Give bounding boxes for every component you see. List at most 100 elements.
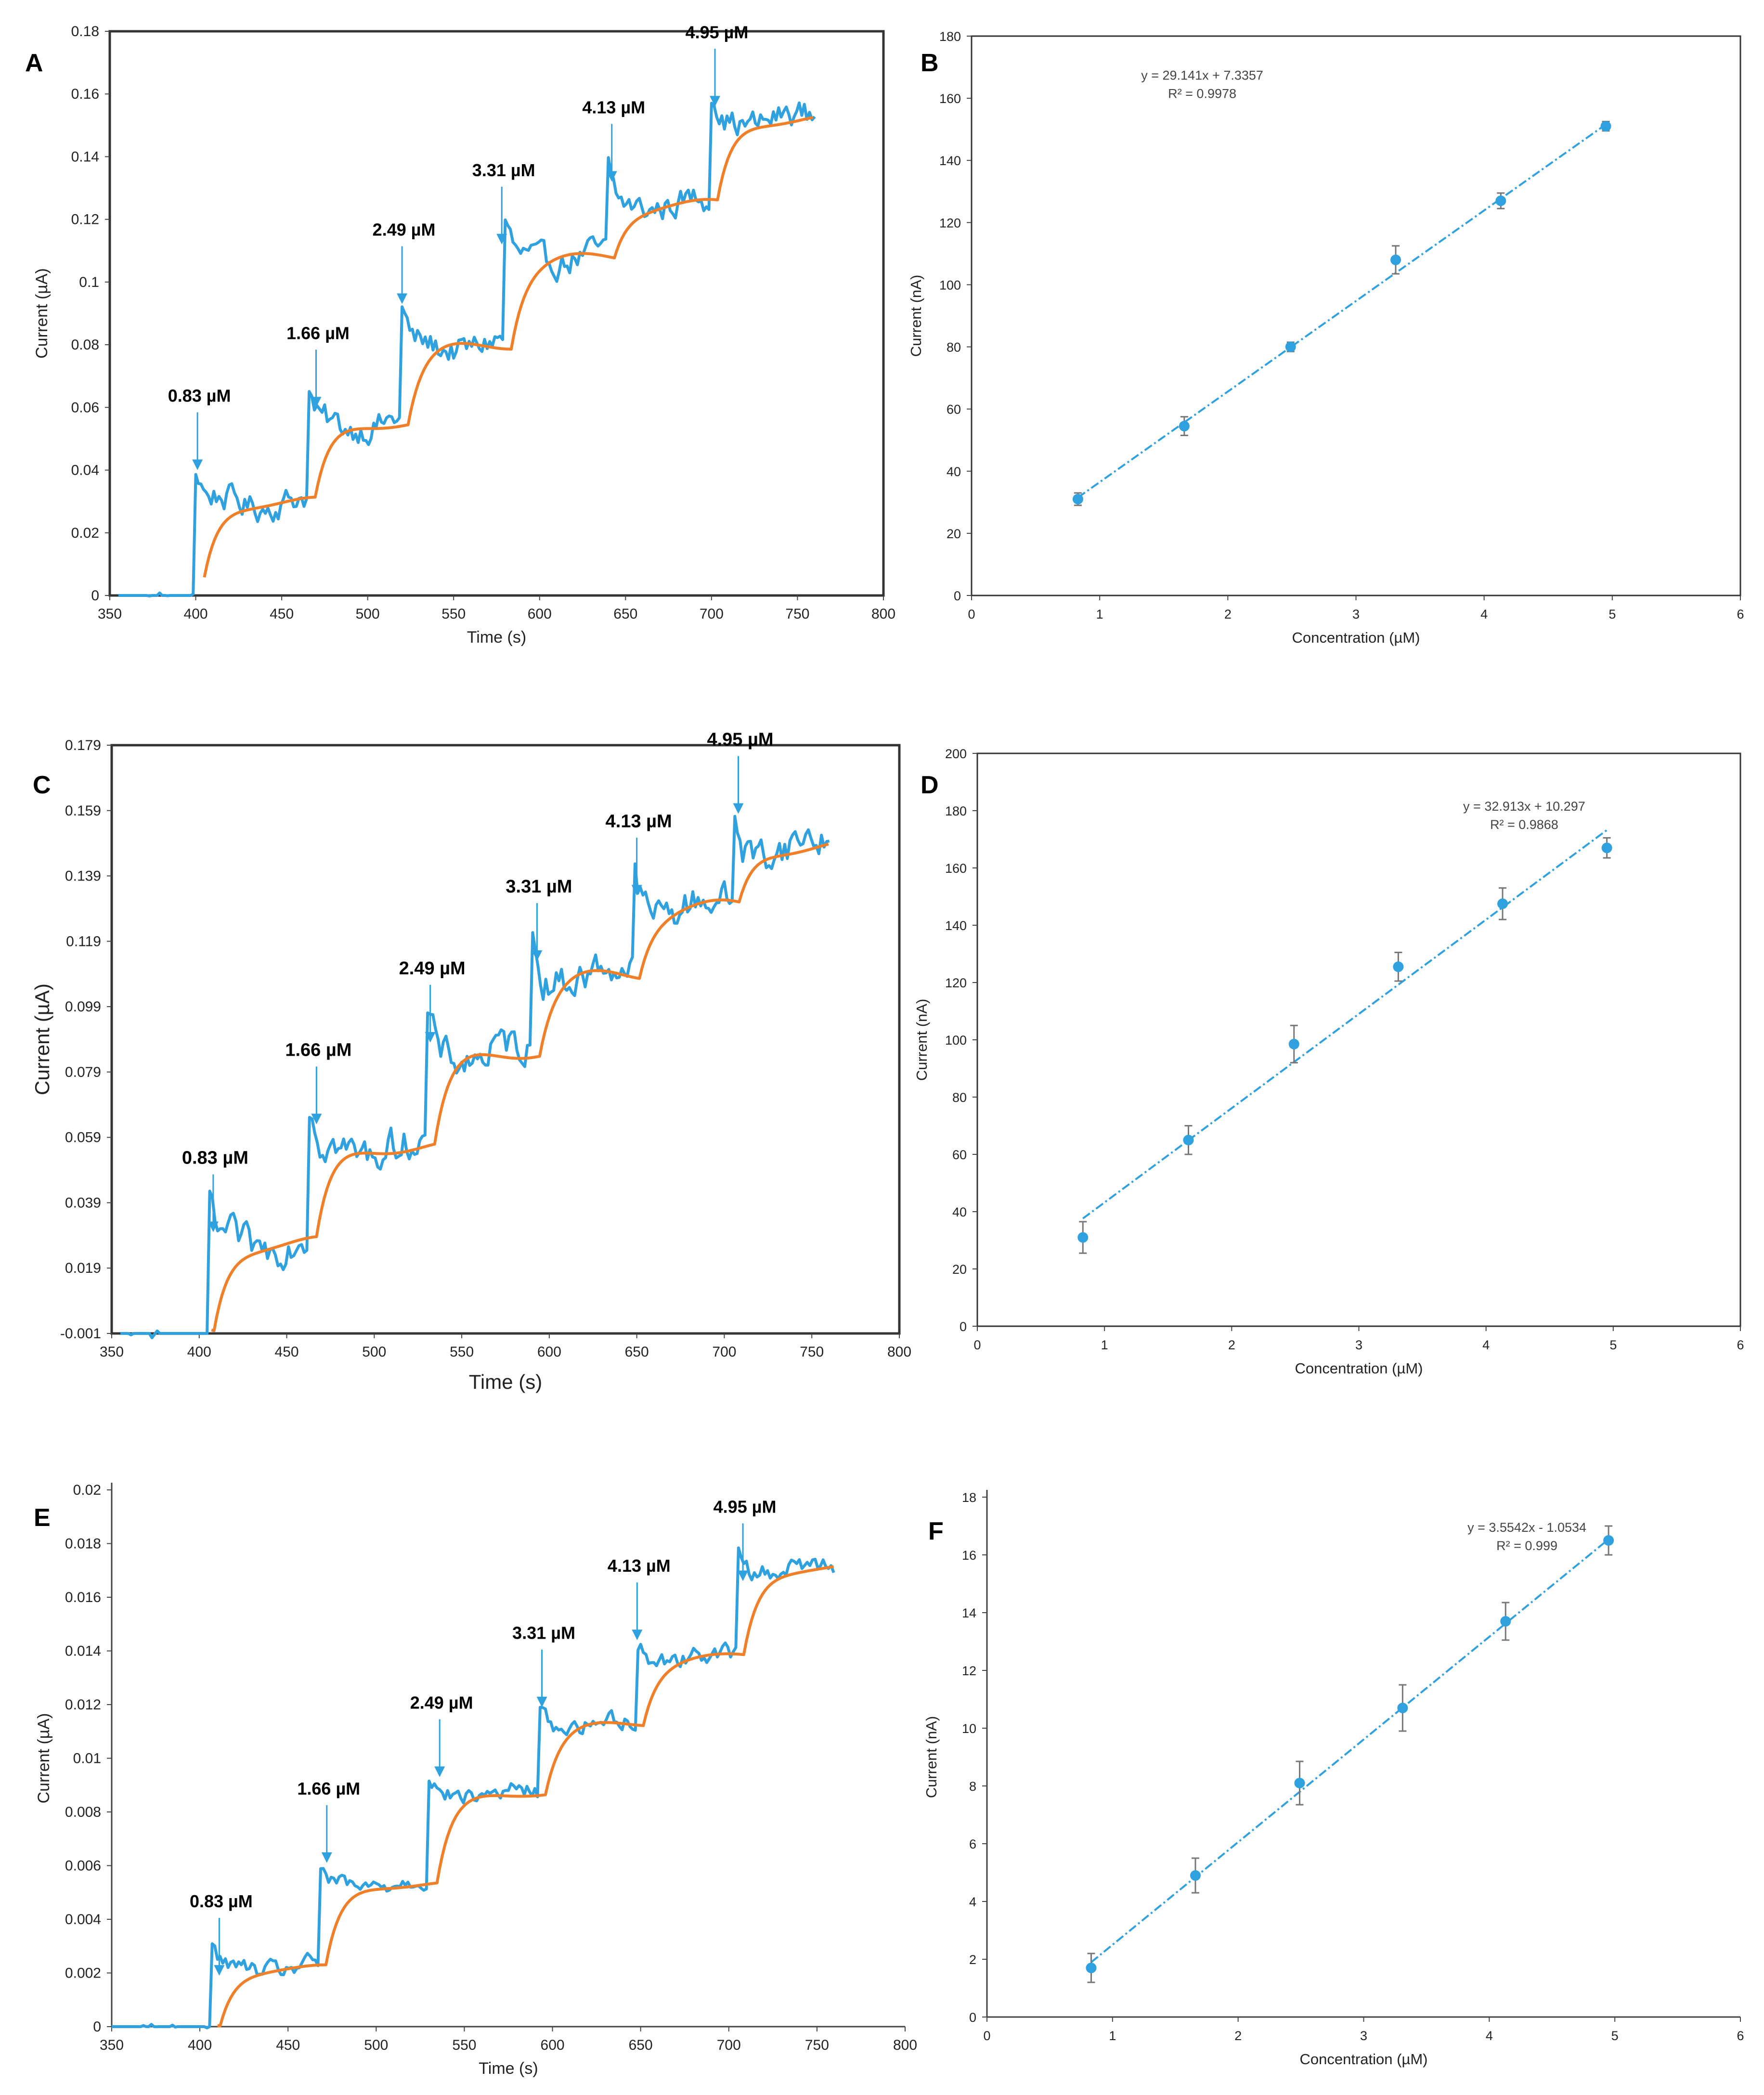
data-point [1603,1535,1614,1546]
panel-label: D [921,771,939,799]
annotation-label: 3.31 µM [512,1623,575,1643]
fit-r-squared: R² = 0.9868 [1490,817,1558,832]
x-tick-label: 400 [184,606,208,622]
x-axis-title: Concentration (µM) [1292,629,1420,646]
y-tick-label: 0.16 [71,86,99,102]
concentration-annotation: 4.95 µM [713,1497,776,1581]
y-tick-label: 0.12 [71,212,99,228]
x-tick-label: 650 [613,606,637,622]
x-tick-label: 4 [1486,2029,1493,2043]
y-tick-label: 0.04 [71,463,99,478]
annotation-label: 2.49 µM [410,1693,473,1713]
data-point-group [1495,192,1506,209]
y-tick-label: -0.001 [60,1326,101,1342]
y-tick-label: 100 [945,1033,967,1048]
y-tick-label: 180 [945,804,967,818]
y-tick-label: 0.008 [65,1804,101,1820]
data-point [1072,493,1083,504]
y-tick-label: 140 [939,154,961,168]
y-tick-label: 80 [947,340,961,355]
fit-r-squared: R² = 0.999 [1496,1539,1557,1553]
x-tick-label: 700 [717,2037,741,2053]
data-point-group [1077,1221,1089,1254]
x-tick-label: 5 [1611,2029,1619,2043]
y-tick-label: 60 [947,402,961,417]
y-tick-label: 0.02 [71,525,99,541]
y-tick-label: 0 [93,2019,101,2035]
x-tick-label: 500 [362,1344,386,1360]
x-tick-label: 650 [625,1344,649,1360]
x-tick-label: 550 [452,2037,476,2053]
x-tick-label: 650 [629,2037,653,2053]
x-axis-title: Time (s) [469,1371,542,1393]
x-tick-label: 5 [1608,607,1616,621]
x-tick-label: 500 [364,2037,388,2053]
data-point [1601,842,1612,854]
x-tick-label: 350 [100,2037,124,2053]
x-tick-label: 400 [187,1344,211,1360]
x-tick-label: 800 [893,2037,917,2053]
data-point-group [1393,952,1404,982]
y-tick-label: 0.019 [65,1260,101,1276]
annotation-arrow-head [311,397,322,408]
y-tick-label: 0.06 [71,400,99,415]
smoothed-current-trace [203,116,814,578]
annotation-arrow-head [733,803,744,814]
y-tick-label: 0.119 [66,933,101,949]
y-tick-label: 40 [947,465,961,479]
concentration-annotation: 4.95 µM [686,22,748,107]
x-tick-label: 4 [1480,607,1488,621]
x-tick-label: 0 [968,607,975,621]
annotation-label: 4.13 µM [606,811,672,831]
annotation-arrow-head [311,1113,322,1125]
y-tick-label: 160 [939,91,961,106]
x-tick-label: 600 [541,2037,565,2053]
y-tick-label: 60 [952,1148,967,1162]
x-tick-label: 450 [275,1344,299,1360]
panel-label: A [25,49,43,77]
smoothed-current-trace [217,1565,834,2028]
fit-r-squared: R² = 0.9978 [1168,86,1236,101]
y-tick-label: 12 [962,1664,976,1678]
concentration-annotation: 1.66 µM [285,1040,351,1125]
y-tick-label: 18 [962,1490,976,1505]
x-tick-label: 350 [98,606,122,622]
concentration-annotation: 1.66 µM [297,1779,360,1863]
x-tick-label: 6 [1737,1338,1744,1352]
y-tick-label: 20 [952,1262,967,1277]
x-tick-label: 6 [1737,2029,1744,2043]
x-tick-label: 4 [1482,1338,1490,1352]
annotation-label: 1.66 µM [297,1779,360,1798]
annotation-arrow-head [496,233,507,245]
annotation-label: 4.13 µM [608,1556,671,1576]
data-point-group [1183,1125,1194,1155]
data-point-group [1179,416,1190,437]
annotation-label: 3.31 µM [506,877,572,897]
x-tick-label: 3 [1352,607,1360,621]
concentration-annotation: 3.31 µM [506,877,572,961]
concentration-annotation: 0.83 µM [168,386,231,470]
y-tick-label: 14 [962,1606,976,1620]
raw-current-trace [112,1546,835,2030]
concentration-annotation: 4.95 µM [707,730,774,814]
data-point [1179,421,1190,432]
y-tick-label: 6 [969,1837,976,1851]
annotation-arrow-head [532,950,543,961]
x-tick-label: 400 [188,2037,212,2053]
concentration-annotation: 4.13 µM [606,811,672,896]
annotation-label: 1.66 µM [286,323,350,343]
data-point-group [1285,341,1296,352]
concentration-annotation: 2.49 µM [373,220,435,304]
raw-current-trace [118,101,816,598]
annotation-label: 4.13 µM [582,98,645,117]
y-tick-label: 0.01 [73,1751,101,1767]
y-tick-label: 0.159 [65,803,101,819]
y-tick-label: 120 [945,976,967,990]
x-axis-title: Concentration (µM) [1295,1360,1423,1377]
plot-frame [110,744,901,1335]
data-point [1500,1616,1511,1627]
annotation-arrow-head [397,293,408,304]
chart-e: E 350 400 450 500 550 600 650 700 750 800 0 0.002 0.0… [34,1482,917,2078]
y-tick-label: 2 [969,1953,976,1967]
y-tick-label: 0.139 [65,868,101,884]
